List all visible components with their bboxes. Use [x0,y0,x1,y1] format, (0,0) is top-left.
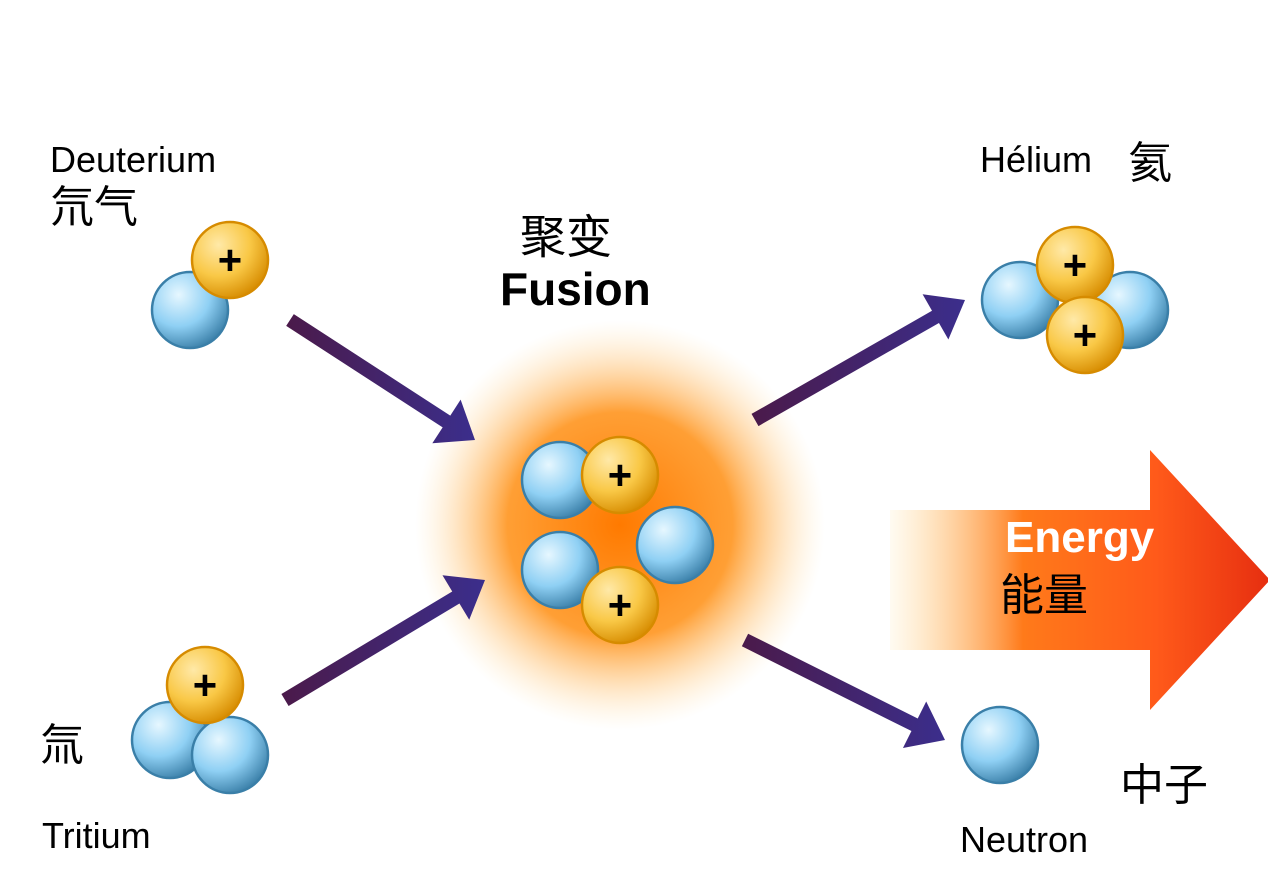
fusion-en: Fusion [500,262,651,317]
plus-icon: + [193,662,217,709]
plus-icon: + [1073,312,1097,359]
energy-en: Energy [1005,512,1154,565]
fusion-diagram: + + + + + + Deuterium 氘气 氚 Tritium Hélium 氦 N… [0,0,1268,891]
diagram-svg: + + + + + + [0,0,1268,891]
fusion-glow [415,320,825,730]
arrow-icon [286,314,475,443]
deuterium-zh: 氘气 [50,182,138,235]
tritium-zh: 氚 [40,720,84,773]
energy-zh: 能量 [1000,570,1088,623]
arrow-icon [742,634,945,748]
tritium-en: Tritium [42,814,151,857]
core-neutron [637,507,713,583]
helium-en: Hélium [980,138,1092,181]
fusion-zh: 聚变 [520,210,612,265]
plus-icon: + [608,452,632,499]
tritium-neutron [192,717,268,793]
plus-icon: + [608,582,632,629]
plus-icon: + [1063,242,1087,289]
free-neutron [962,707,1038,783]
helium-zh: 氦 [1128,138,1172,191]
deuterium-en: Deuterium [50,138,216,181]
plus-icon: + [218,237,242,284]
arrow-icon [752,294,965,426]
neutron-zh: 中子 [1120,760,1208,813]
neutron-en: Neutron [960,818,1088,861]
